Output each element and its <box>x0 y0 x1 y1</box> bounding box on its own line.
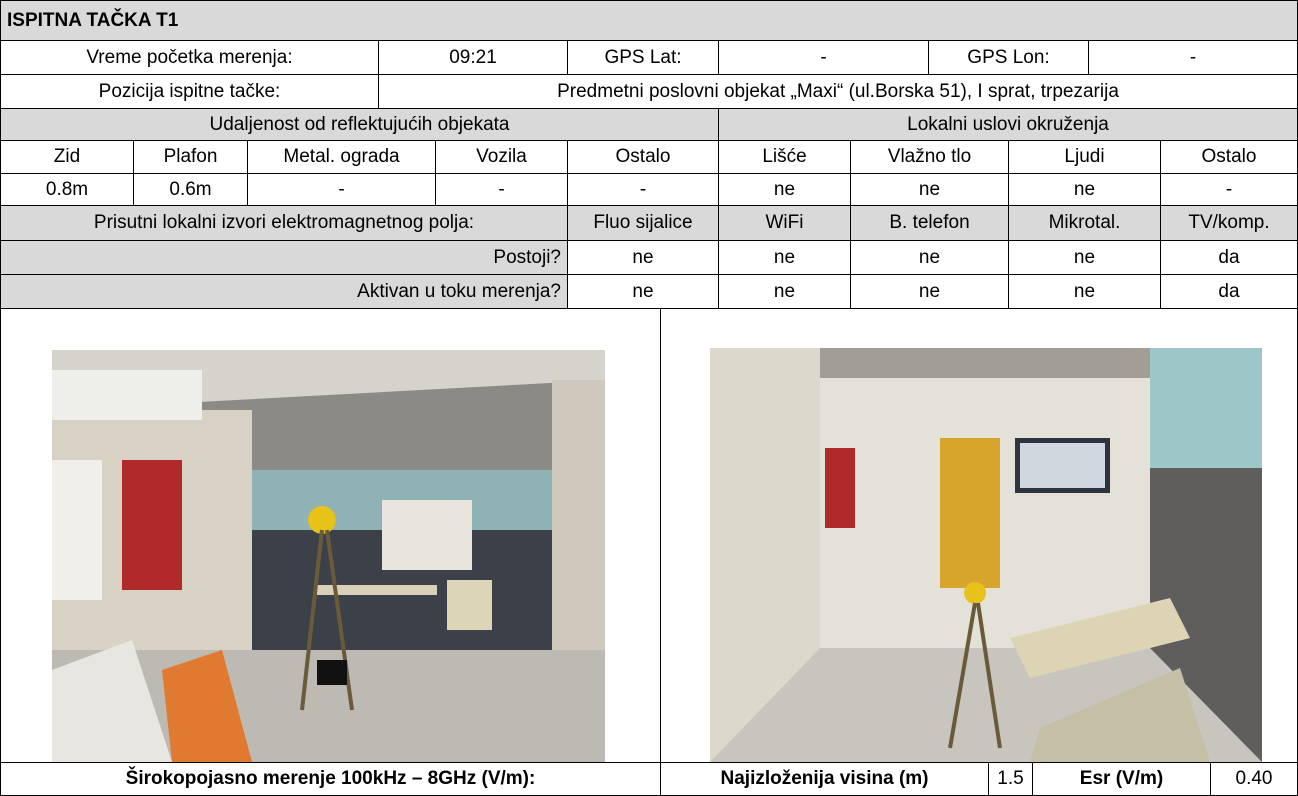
footer-cell: Najizloženija visina (m) <box>660 762 989 796</box>
value-cell: ne <box>1008 240 1161 275</box>
value-cell: ne <box>1008 173 1161 206</box>
info-value: Predmetni poslovni objekat „Maxi“ (ul.Bo… <box>378 74 1298 109</box>
column-header: WiFi <box>718 205 851 241</box>
footer-cell: 0.40 <box>1210 762 1298 796</box>
value-cell: ne <box>718 240 851 275</box>
value-cell: ne <box>850 274 1009 309</box>
info-cell: GPS Lon: <box>928 40 1089 75</box>
photo-left <box>52 350 605 762</box>
value-cell: ne <box>718 274 851 309</box>
info-cell: GPS Lat: <box>567 40 719 75</box>
value-cell: ne <box>850 240 1009 275</box>
column-header: Ostalo <box>1160 140 1298 174</box>
value-cell: - <box>247 173 436 206</box>
column-header: Plafon <box>133 140 248 174</box>
photo-right <box>710 348 1262 762</box>
column-header: Vlažno tlo <box>850 140 1009 174</box>
title: ISPITNA TAČKA T1 <box>0 0 1298 41</box>
value-cell: ne <box>850 173 1009 206</box>
value-cell: da <box>1160 274 1298 309</box>
column-header: B. telefon <box>850 205 1009 241</box>
row-label: Aktivan u toku merenja? <box>0 274 568 309</box>
column-header: Ostalo <box>567 140 719 174</box>
column-header: Ljudi <box>1008 140 1161 174</box>
value-cell: 0.8m <box>0 173 134 206</box>
value-cell: - <box>435 173 568 206</box>
row-label: Postoji? <box>0 240 568 275</box>
section-header: Udaljenost od reflektujućih objekata <box>0 108 719 141</box>
value-cell: ne <box>1008 274 1161 309</box>
column-header: Zid <box>0 140 134 174</box>
footer-cell: 1.5 <box>988 762 1033 796</box>
info-cell: - <box>1088 40 1298 75</box>
value-cell: ne <box>567 240 719 275</box>
footer-cell: Širokopojasno merenje 100kHz – 8GHz (V/m… <box>0 762 661 796</box>
info-cell: 09:21 <box>378 40 568 75</box>
info-cell: - <box>718 40 929 75</box>
info-cell: Vreme početka merenja: <box>0 40 379 75</box>
value-cell: ne <box>567 274 719 309</box>
value-cell: da <box>1160 240 1298 275</box>
value-cell: - <box>567 173 719 206</box>
footer-cell: Esr (V/m) <box>1032 762 1211 796</box>
column-header: Vozila <box>435 140 568 174</box>
column-header: Lišće <box>718 140 851 174</box>
column-header: Fluo sijalice <box>567 205 719 241</box>
column-header: Metal. ograda <box>247 140 436 174</box>
value-cell: - <box>1160 173 1298 206</box>
column-header: Mikrotal. <box>1008 205 1161 241</box>
value-cell: ne <box>718 173 851 206</box>
section-header: Prisutni lokalni izvori elektromagnetnog… <box>0 205 568 241</box>
column-header: TV/komp. <box>1160 205 1298 241</box>
value-cell: 0.6m <box>133 173 248 206</box>
info-label: Pozicija ispitne tačke: <box>0 74 379 109</box>
section-header: Lokalni uslovi okruženja <box>718 108 1298 141</box>
